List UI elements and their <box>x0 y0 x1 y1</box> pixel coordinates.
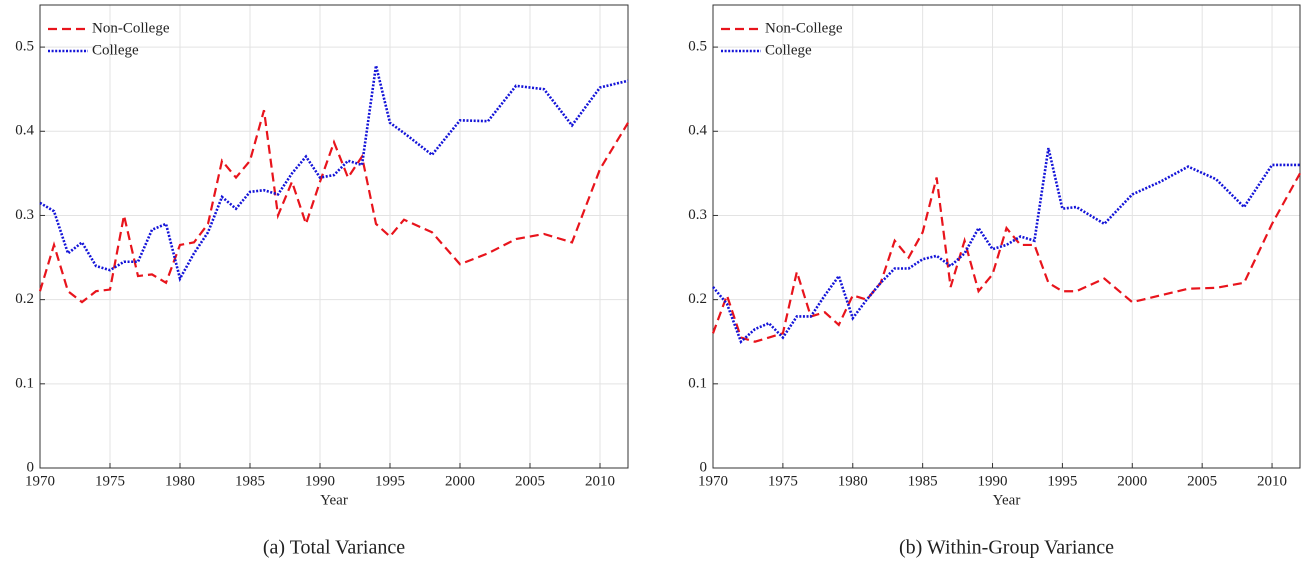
caption: (a) Total Variance <box>263 537 405 559</box>
x-tick-label: 1970 <box>25 473 55 489</box>
series-line <box>711 172 1301 343</box>
y-tick-label: 0.1 <box>688 375 707 391</box>
x-tick-label: 1985 <box>908 473 938 489</box>
x-tick-label: 1975 <box>95 473 125 489</box>
series-line <box>38 109 629 304</box>
x-tick-label: 1990 <box>978 473 1008 489</box>
x-tick-label: 1980 <box>838 473 868 489</box>
y-tick-label: 0.2 <box>688 291 707 307</box>
y-tick-label: 0.1 <box>15 375 34 391</box>
y-tick-label: 0.5 <box>688 39 707 55</box>
plot-frame <box>39 4 629 469</box>
y-tick-label: 0.4 <box>15 123 34 139</box>
y-tick-label: 0.2 <box>15 291 34 307</box>
series-line <box>39 65 629 283</box>
y-tick-label: 0 <box>27 459 35 475</box>
y-tick-label: 0.3 <box>688 207 707 223</box>
y-tick-label: 0 <box>700 459 708 475</box>
x-tick-label: 1970 <box>698 473 728 489</box>
x-tick-label: 2010 <box>585 473 615 489</box>
legend-label: College <box>92 42 139 58</box>
x-tick-label: 1990 <box>305 473 335 489</box>
y-tick-label: 0.3 <box>15 207 34 223</box>
legend-label: Non-College <box>92 20 170 36</box>
x-tick-label: 2000 <box>445 473 475 489</box>
x-tick-label: 1975 <box>768 473 798 489</box>
legend-label: Non-College <box>765 20 843 36</box>
x-tick-label: 2010 <box>1257 473 1287 489</box>
x-tick-label: 2000 <box>1117 473 1147 489</box>
x-tick-label: 1985 <box>235 473 265 489</box>
legend-label: College <box>765 42 812 58</box>
x-tick-label: 2005 <box>1187 473 1217 489</box>
x-tick-label: 1980 <box>165 473 195 489</box>
plot-frame <box>712 4 1301 469</box>
x-tick-label: 2005 <box>515 473 545 489</box>
x-tick-label: 1995 <box>375 473 405 489</box>
x-tick-label: 1995 <box>1047 473 1077 489</box>
x-axis-label: Year <box>320 492 348 508</box>
caption: (b) Within-Group Variance <box>899 537 1114 559</box>
series-line <box>711 147 1300 344</box>
y-tick-label: 0.4 <box>688 123 707 139</box>
x-axis-label: Year <box>993 492 1021 508</box>
y-tick-label: 0.5 <box>15 39 34 55</box>
